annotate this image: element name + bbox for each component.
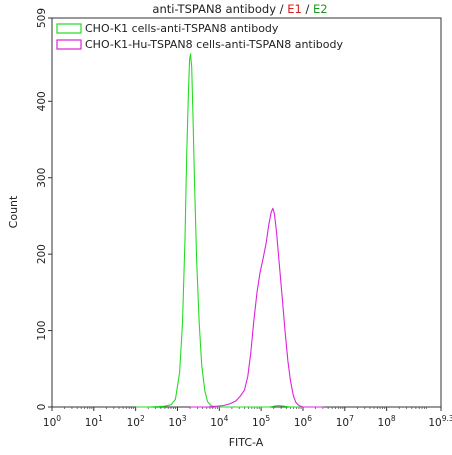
title-e1: E1 [287,2,302,16]
series-2-line [190,207,324,408]
x-tick-label: 103 [168,414,186,429]
x-tick-label: 107 [336,414,354,429]
title-separator: / [276,2,287,16]
x-axis: 100 101 102 103 104 105 106 107 108 109.3 [43,407,452,429]
x-tick-label: 105 [252,414,270,429]
chart-title: anti-TSPAN8 antibody / E1 / E2 [152,2,327,16]
title-antibody: anti-TSPAN8 antibody [152,2,276,16]
y-tick-label: 100 [36,321,48,341]
y-axis: 0 100 200 300 400 509 [36,8,52,410]
series-1-line [135,53,324,408]
series-layer [135,53,324,408]
x-tick-label: 109.3 [428,414,452,429]
legend-swatch-series-2 [56,39,82,50]
y-tick-label: 200 [36,244,48,264]
legend-label-series-2: CHO-K1-Hu-TSPAN8 cells-anti-TSPAN8 antib… [85,38,343,51]
y-tick-label: 400 [36,91,48,111]
x-tick-label: 102 [127,414,145,429]
y-tick-label: 509 [36,8,48,28]
x-tick-label: 104 [210,414,228,429]
x-axis-title: FITC-A [229,436,264,449]
y-axis-title: Count [7,195,20,228]
x-tick-label: 106 [294,414,312,429]
legend-swatch-series-1 [56,23,82,34]
title-separator: / [302,2,313,16]
x-tick-label: 101 [85,414,103,429]
legend: CHO-K1 cells-anti-TSPAN8 antibody CHO-K1… [56,22,343,51]
x-tick-label: 100 [43,414,61,429]
y-tick-label: 0 [36,404,48,411]
plot-area [51,17,442,408]
x-tick-label: 108 [378,414,396,429]
y-tick-label: 300 [36,168,48,188]
title-e2: E2 [313,2,328,16]
legend-label-series-1: CHO-K1 cells-anti-TSPAN8 antibody [85,22,279,35]
